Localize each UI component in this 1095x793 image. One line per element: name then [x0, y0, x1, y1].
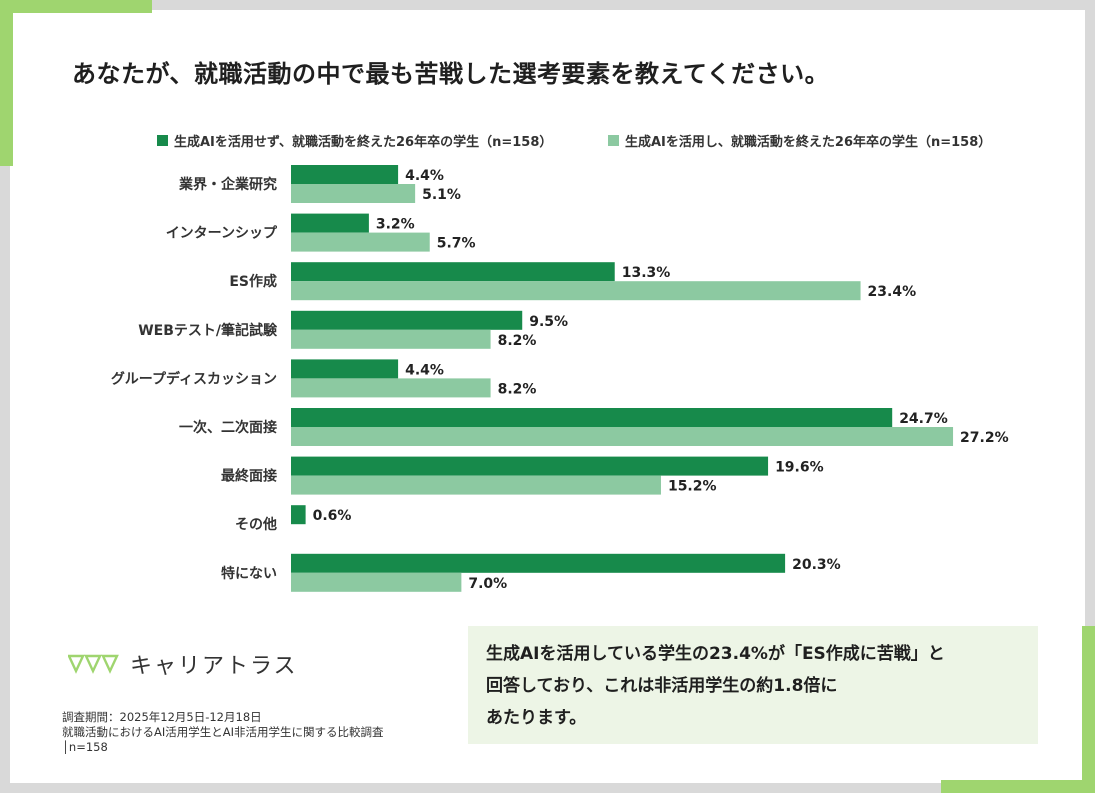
footnote-sample-size: │n=158 — [62, 740, 108, 754]
data-label-series2: 5.7% — [437, 236, 476, 252]
data-label-series2: 5.1% — [422, 187, 461, 203]
data-label-series1: 9.5% — [529, 314, 568, 330]
data-label-series1: 3.2% — [376, 217, 415, 233]
data-label-series2: 23.4% — [868, 284, 917, 300]
category-label: 業界・企業研究 — [178, 176, 277, 193]
category-label: 特にない — [221, 565, 277, 582]
category-label: グループディスカッション — [111, 370, 277, 387]
data-label-series2: 7.0% — [468, 576, 507, 592]
data-label-series1: 24.7% — [899, 411, 948, 427]
callout-line-1: 生成AIを活用している学生の23.4%が「ES作成に苦戦」と — [486, 644, 945, 664]
bar-series2 — [291, 475, 661, 495]
legend-item-series2: 生成AIを活用し、就職活動を終えた26年卒の学生（n=158） — [608, 131, 991, 150]
bar-series2 — [291, 232, 430, 252]
footnote-period: 調査期間：2025年12月5日-12月18日 — [62, 710, 262, 724]
logo-triangles-icon — [68, 654, 119, 674]
category-label: 一次、二次面接 — [179, 419, 277, 436]
legend-label-series1: 生成AIを活用せず、就職活動を終えた26年卒の学生（n=158） — [174, 135, 553, 150]
corner-accent-left — [0, 0, 13, 166]
bar-series1 — [291, 165, 399, 184]
bar-series1 — [291, 310, 523, 330]
bar-series1 — [291, 505, 306, 525]
logo-text: キャリアトラス — [130, 654, 298, 679]
data-label-series2: 15.2% — [668, 479, 717, 495]
bar-series1 — [291, 213, 369, 233]
survey-footnote: 調査期間：2025年12月5日-12月18日 就職活動におけるAI活用学生とAI… — [62, 710, 384, 755]
data-label-series1: 20.3% — [792, 557, 841, 573]
corner-accent-bottom-right — [941, 780, 1095, 793]
legend-swatch-series1 — [157, 135, 168, 146]
brand-logo: キャリアトラス — [68, 648, 298, 680]
bar-series2 — [291, 184, 416, 203]
summary-callout: 生成AIを活用している学生の23.4%が「ES作成に苦戦」と 回答しており、これ… — [468, 626, 1038, 744]
data-label-series2: 8.2% — [498, 381, 537, 397]
bar-series2 — [291, 572, 462, 592]
data-label-series1: 13.3% — [622, 265, 671, 281]
category-label: WEBテスト/筆記試験 — [138, 322, 278, 339]
bar-series1 — [291, 456, 769, 476]
bar-series1 — [291, 553, 786, 573]
bar-series1 — [291, 262, 615, 282]
category-label: その他 — [235, 516, 277, 533]
bar-series1 — [291, 359, 399, 379]
footnote-survey-name: 就職活動におけるAI活用学生とAI非活用学生に関する比較調査 — [62, 725, 384, 739]
callout-line-2: 回答しており、これは非活用学生の約1.8倍に — [486, 676, 838, 696]
callout-line-3: あたります。 — [486, 708, 587, 728]
bar-series1 — [291, 408, 893, 427]
legend-swatch-series2 — [608, 135, 619, 146]
bar-series2 — [291, 378, 491, 398]
data-label-series1: 19.6% — [775, 460, 824, 476]
data-label-series1: 4.4% — [405, 362, 444, 378]
corner-accent-right — [1082, 626, 1095, 793]
data-label-series1: 4.4% — [405, 168, 444, 184]
data-label-series2: 8.2% — [498, 333, 537, 349]
category-label: 最終面接 — [221, 468, 277, 485]
bar-series2 — [291, 281, 861, 301]
bar-series2 — [291, 329, 491, 349]
data-label-series2: 27.2% — [960, 430, 1009, 446]
data-label-series1: 0.6% — [313, 508, 352, 524]
page-title: あなたが、就職活動の中で最も苦戦した選考要素を教えてください。 — [72, 60, 830, 88]
bar-series2 — [291, 427, 954, 446]
category-label: インターンシップ — [166, 226, 278, 242]
category-label: ES作成 — [229, 273, 277, 290]
corner-accent-top-left — [0, 0, 152, 13]
bar-chart: 業界・企業研究 4.4% 5.1% インターンシップ 3.2% 5.7% ES作成 13.3%… — [111, 165, 1009, 592]
legend-item-series1: 生成AIを活用せず、就職活動を終えた26年卒の学生（n=158） — [157, 131, 552, 150]
legend-label-series2: 生成AIを活用し、就職活動を終えた26年卒の学生（n=158） — [625, 135, 992, 150]
